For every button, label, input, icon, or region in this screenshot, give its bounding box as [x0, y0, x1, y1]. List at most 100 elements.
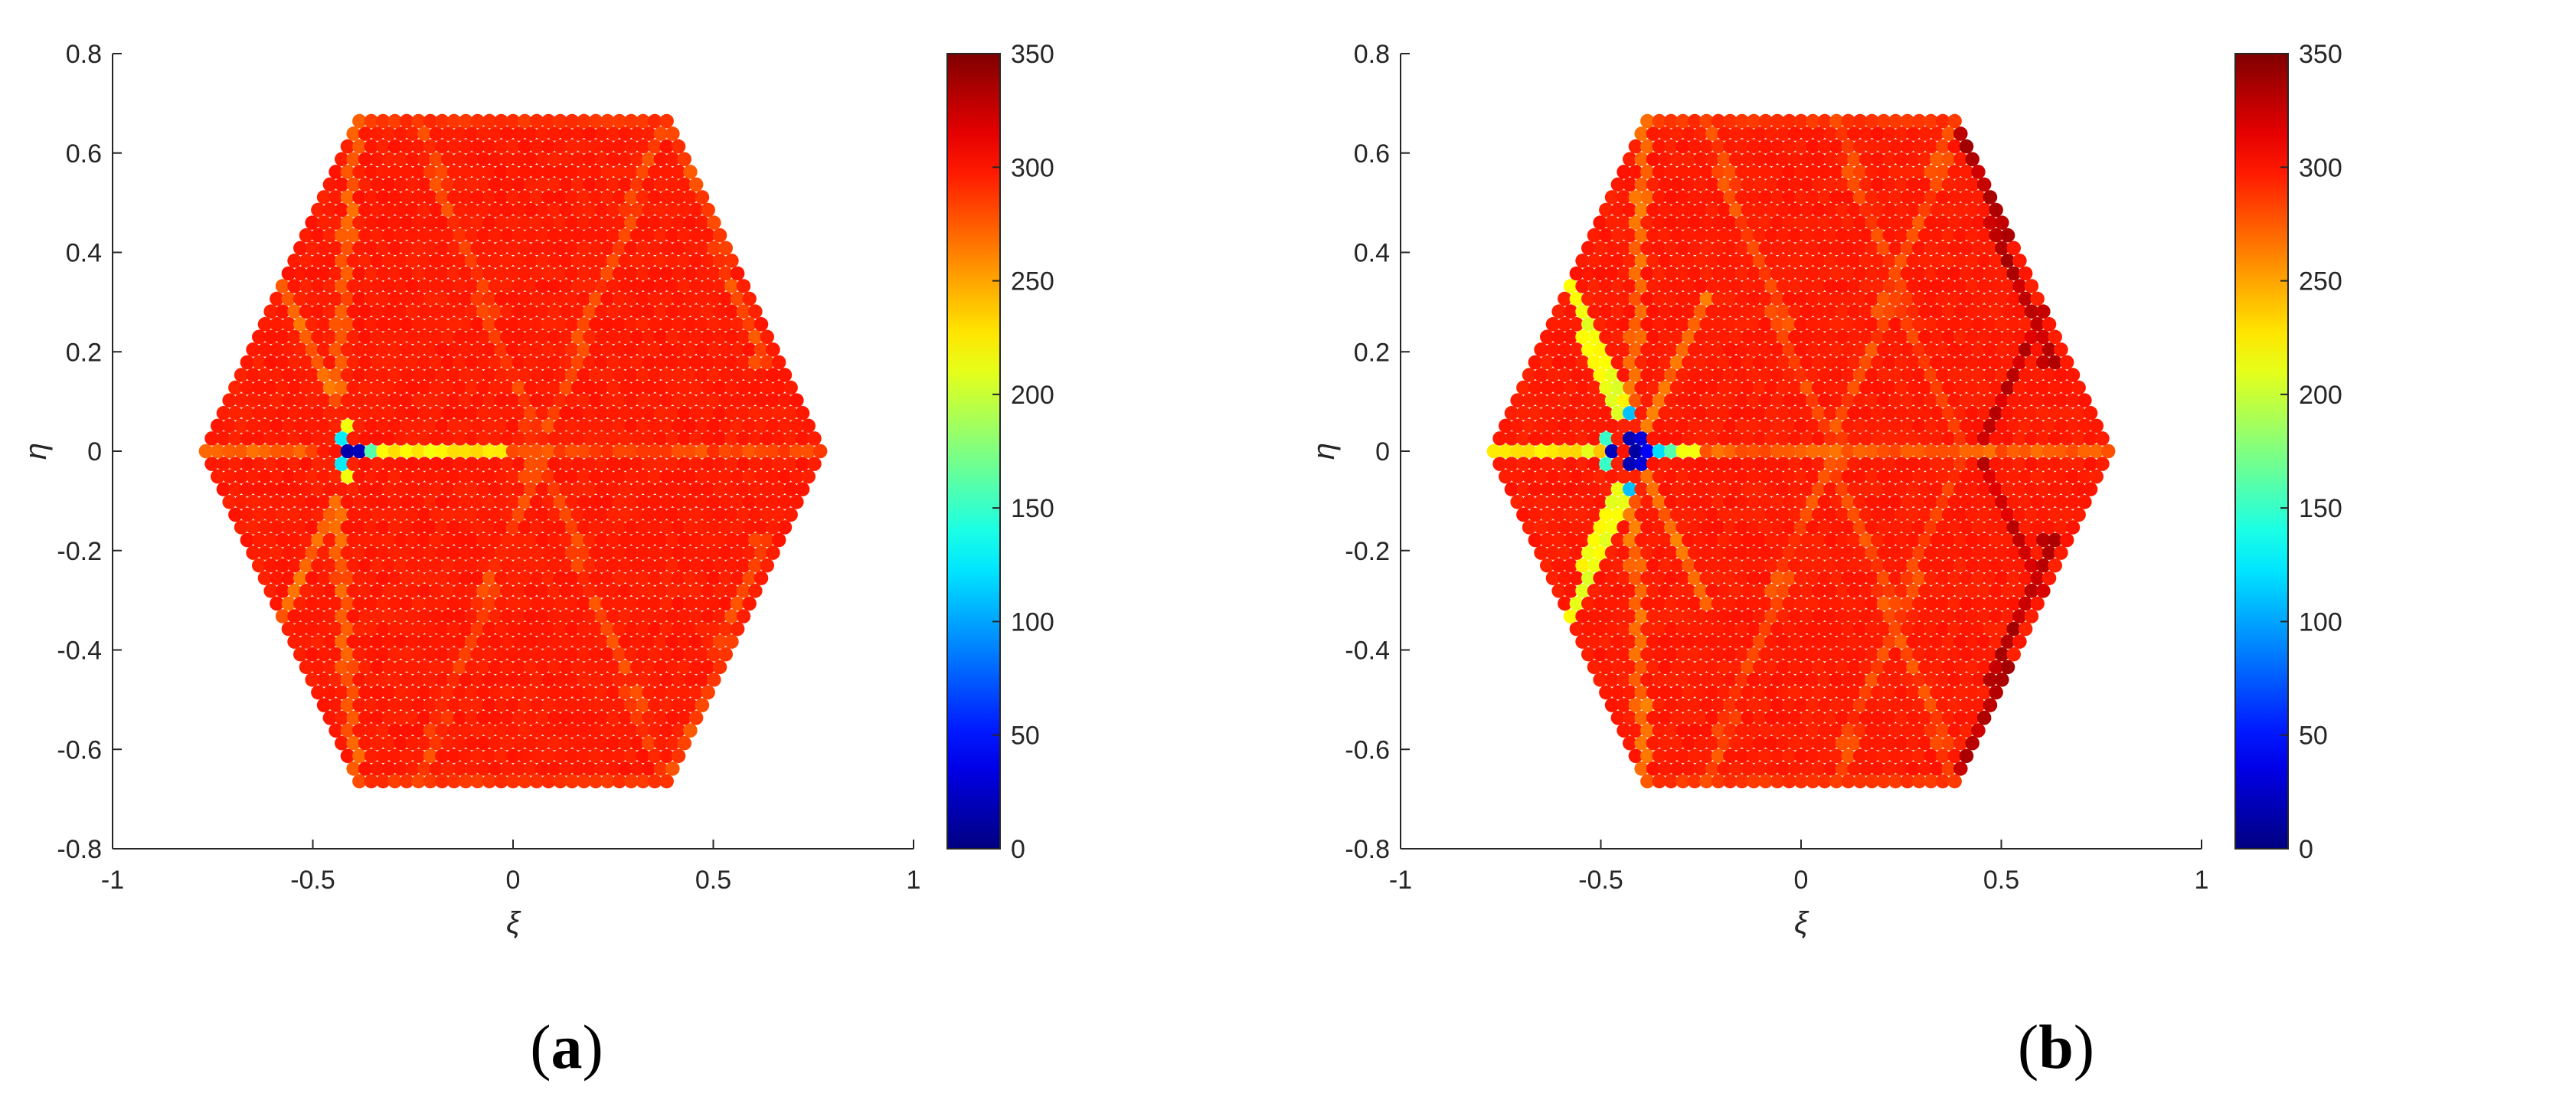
b-point-734 [1569, 520, 1584, 535]
b-point-650 [1664, 545, 1679, 560]
b-point-554 [1569, 571, 1584, 585]
b-point-1879 [1788, 202, 1803, 218]
b-point-413 [1841, 621, 1855, 637]
a-point-995 [440, 457, 456, 471]
b-point-1366 [1947, 368, 1962, 382]
a-point-309 [653, 660, 669, 675]
b-point-838 [1664, 495, 1679, 509]
a-point-1506 [701, 329, 715, 345]
b-point-1397 [1764, 355, 1779, 370]
b-point-820 [2024, 507, 2039, 522]
a-point-1872 [417, 202, 432, 218]
a-point-1547 [671, 317, 686, 332]
b-point-793 [1705, 507, 1720, 522]
b-point-726 [2024, 532, 2039, 548]
a-point-447 [488, 609, 503, 624]
a-point-398 [376, 621, 391, 637]
b-point-474 [1617, 596, 1631, 611]
b-point-658 [1758, 545, 1773, 560]
a-point-266 [564, 673, 580, 687]
a-point-2034 [470, 139, 485, 154]
b-point-257 [1747, 673, 1761, 687]
a-point-1249 [411, 393, 426, 408]
b-point-687 [1563, 532, 1578, 548]
a-point-1585 [618, 304, 633, 319]
b-point-1146 [1664, 418, 1679, 434]
b-point-928 [1545, 469, 1561, 484]
b-point-214 [1646, 685, 1661, 700]
b-point-1662 [1847, 279, 1862, 293]
b-point-1129 [2071, 431, 2086, 446]
a-point-282 [335, 660, 349, 675]
a-point-815 [677, 507, 691, 522]
a-point-503 [671, 596, 686, 611]
b-point-569 [1747, 571, 1761, 585]
b-point-1994 [1634, 152, 1649, 167]
b-point-311 [1965, 660, 1979, 675]
b-point-2090 [1758, 113, 1773, 129]
b-point-83 [1959, 748, 1974, 764]
b-point-619 [1823, 558, 1838, 573]
a-point-520 [381, 584, 397, 598]
b-point-362 [1693, 634, 1708, 649]
b-point-1404 [1847, 355, 1862, 370]
a-point-1137 [270, 418, 284, 434]
a-point-373 [535, 634, 550, 649]
a-point-1373 [742, 368, 757, 382]
b-point-514 [1599, 584, 1613, 598]
b-point-1342 [1664, 368, 1679, 382]
a-point-1551 [718, 317, 733, 332]
b-point-1047 [1723, 444, 1737, 459]
a-point-1876 [464, 202, 479, 218]
b-point-1461 [1983, 342, 1998, 357]
a-point-1917 [553, 190, 567, 205]
a-point-140 [636, 723, 650, 738]
a-point-1191 [311, 406, 325, 421]
b-point-334 [1806, 647, 1820, 662]
a-point-25 [647, 774, 662, 789]
a-point-202 [612, 698, 627, 712]
a-point-46 [570, 761, 586, 776]
b-point-1158 [1806, 418, 1820, 434]
a-point-260 [494, 673, 508, 687]
a-point-579 [577, 571, 591, 585]
a-point-50 [618, 761, 633, 776]
b-point-1725 [1669, 254, 1685, 268]
b-point-578 [1852, 571, 1868, 585]
b-point-1316 [1917, 380, 1933, 395]
a-point-356 [335, 634, 349, 649]
a-point-1414 [677, 355, 691, 370]
b-point-1867 [1646, 202, 1661, 218]
b-point-1241 [1604, 393, 1620, 408]
b-point-1249 [1699, 393, 1714, 408]
b-point-775 [2054, 520, 2068, 535]
a-point-234 [594, 685, 609, 700]
a-point-1226 [724, 406, 739, 421]
a-point-379 [606, 634, 621, 649]
a-point-621 [559, 558, 574, 573]
a-point-809 [606, 507, 621, 522]
b-point-1960 [1965, 177, 1979, 192]
b-point-1074 [2042, 444, 2057, 459]
a-point-422 [659, 621, 674, 637]
a-point-1083 [240, 431, 255, 446]
b-point-778 [1528, 507, 1543, 522]
b-point-1372 [2018, 368, 2033, 382]
b-point-1488 [1776, 329, 1791, 345]
b-point-1628 [1924, 291, 1938, 306]
b-point-1794 [1610, 228, 1626, 243]
a-point-204 [636, 698, 650, 712]
b-point-1935 [1669, 177, 1685, 192]
a-point-980 [263, 457, 279, 471]
b-point-440 [1693, 609, 1708, 624]
a-point-1026 [807, 457, 822, 471]
a-point-58 [376, 748, 391, 764]
a-point-1627 [624, 291, 639, 306]
b-point-1584 [1894, 304, 1909, 319]
b-point-2014 [1871, 152, 1885, 167]
a-point-764 [636, 520, 650, 535]
a-point-1720 [322, 254, 338, 268]
a-point-349 [695, 647, 710, 662]
a-point-756 [541, 520, 556, 535]
b-point-1791 [2006, 241, 2021, 256]
